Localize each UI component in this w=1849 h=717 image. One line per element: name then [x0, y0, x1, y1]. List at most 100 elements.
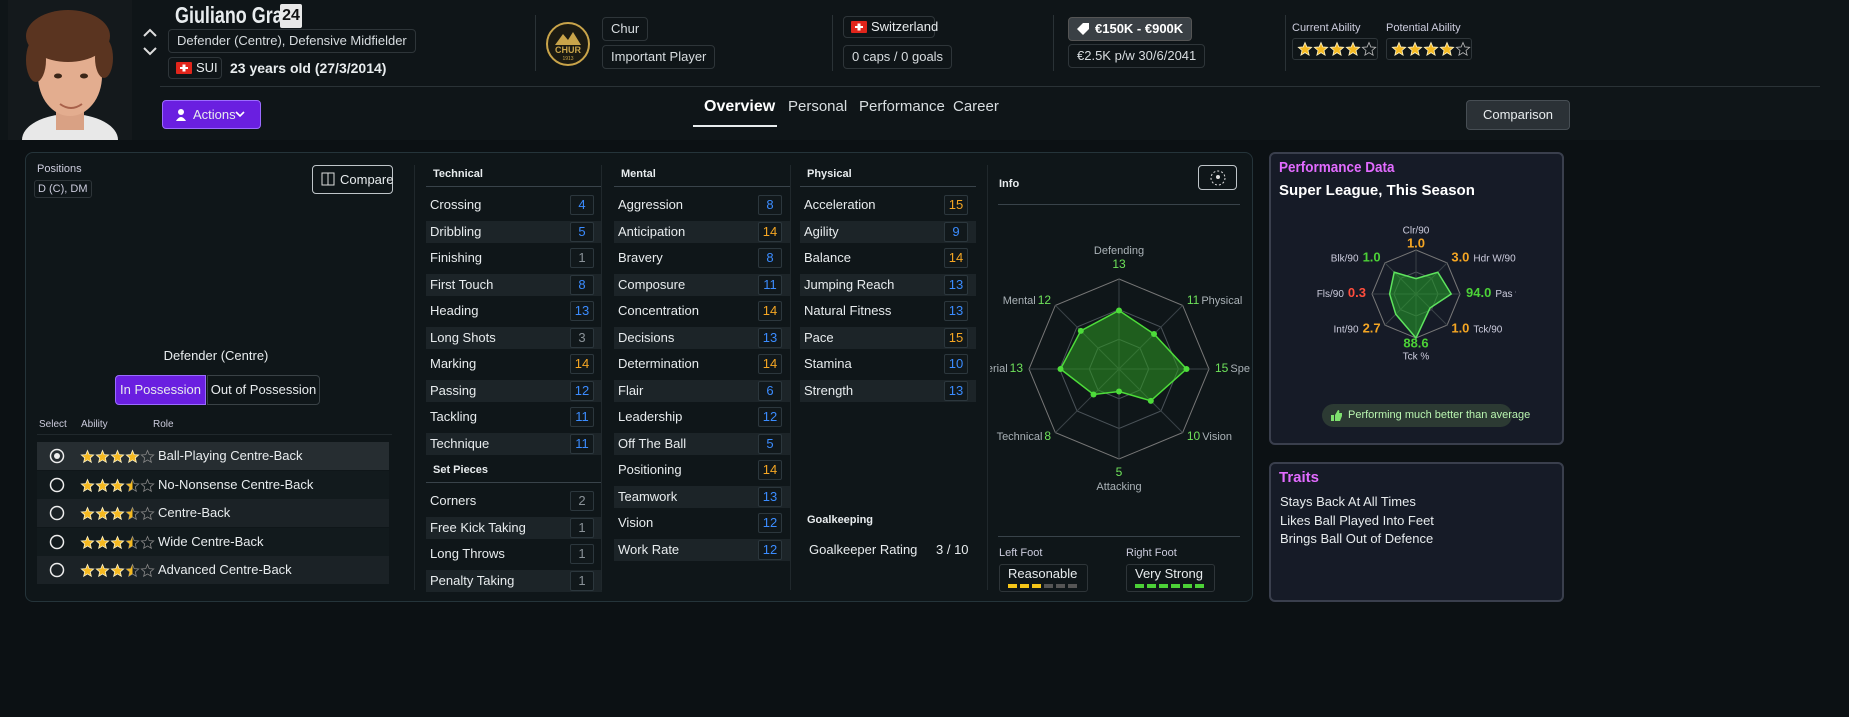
chevron	[235, 111, 245, 118]
scroll-arrows[interactable]	[140, 26, 160, 60]
perf-title: Performance Data	[1279, 159, 1395, 176]
traits-panel	[1269, 462, 1564, 602]
attr-name: Strength	[804, 382, 854, 398]
attr-row	[426, 516, 602, 539]
radio-ring	[49, 505, 65, 521]
attr-value: 12	[758, 513, 782, 533]
role-row[interactable]	[37, 470, 389, 499]
info-radar: 13Defending11Physical15Speed10Vision5Att…	[990, 245, 1250, 493]
foot-bar	[1171, 584, 1180, 588]
tab[interactable]: Career	[953, 98, 999, 115]
country-box	[843, 16, 935, 38]
attr-value: 15	[944, 327, 968, 348]
star	[80, 477, 95, 492]
half-star	[126, 507, 133, 520]
group-rule	[426, 482, 602, 483]
star	[110, 506, 125, 521]
star-rating	[80, 449, 155, 464]
attr-name: Off The Ball	[618, 435, 687, 451]
attr-value: 13	[570, 301, 594, 321]
radar-label: Fls/90	[1317, 289, 1345, 300]
star	[95, 506, 110, 521]
traits-title: Traits	[1279, 469, 1320, 486]
star	[110, 534, 125, 549]
actions-button[interactable]: Actions	[162, 100, 261, 129]
info-button[interactable]	[1198, 165, 1237, 190]
tab[interactable]: Personal	[788, 98, 848, 115]
radio-ring	[49, 534, 65, 549]
star-rating	[80, 506, 155, 521]
radar-value: 94.0	[1466, 285, 1491, 300]
attr-value: 13	[758, 327, 782, 348]
role-row[interactable]	[37, 499, 389, 527]
caps: 0 caps / 0 goals	[843, 45, 953, 69]
radar-value: 1.0	[1407, 235, 1425, 250]
ca-box	[1292, 38, 1378, 60]
radio	[49, 448, 65, 464]
foot-bars	[1008, 584, 1077, 588]
foot-bar	[1056, 584, 1065, 588]
col-sep	[601, 165, 602, 590]
role-row[interactable]	[37, 556, 389, 584]
divider	[832, 15, 833, 71]
attr-name: Flair	[618, 382, 644, 398]
attr-row	[426, 273, 602, 296]
toggle-out[interactable]: Out of Possession	[207, 375, 320, 405]
star-rating	[80, 477, 155, 492]
toggle-in[interactable]: In Possession	[115, 375, 206, 405]
radar-point	[1147, 397, 1154, 404]
nationality: SUI	[196, 60, 218, 75]
radar-point	[1151, 330, 1158, 337]
foot-bar	[1147, 584, 1156, 588]
foot-bar	[1068, 584, 1077, 588]
role-row[interactable]	[37, 527, 389, 556]
info-title: Info	[999, 178, 1020, 190]
half-star	[126, 479, 133, 491]
attr-value: 1	[570, 544, 594, 564]
player-photo	[8, 0, 132, 140]
radio	[49, 534, 65, 549]
attr-name: Agility	[804, 223, 839, 239]
perf-subtitle: Super League, This Season	[1279, 182, 1475, 199]
tab[interactable]: Overview	[704, 98, 776, 115]
radar-label: Defending	[1094, 245, 1144, 257]
radar-text: Technical 8	[997, 429, 1052, 443]
attr-name: Composure	[618, 276, 686, 292]
attr-name: Marking	[430, 356, 477, 371]
foot-rating: Reasonable	[1008, 566, 1078, 581]
gk-value: 3 / 10	[936, 542, 969, 557]
attr-name: Aggression	[618, 197, 684, 212]
attr-value: 14	[758, 354, 782, 374]
attr-value: 5	[570, 221, 594, 242]
radar-label: Technical	[997, 431, 1043, 443]
squad-number: 24	[280, 4, 302, 28]
attr-name: Leadership	[618, 409, 683, 424]
radar-point	[1116, 388, 1122, 395]
radar-text: Blk/90 1.0	[1331, 250, 1381, 265]
attr-name: Passing	[430, 382, 477, 398]
radar-label: Tck %	[1403, 352, 1430, 363]
radio	[49, 562, 65, 578]
group-rule	[426, 186, 602, 187]
attr-name: Penalty Taking	[430, 572, 515, 588]
radar-label: Physical	[1201, 295, 1242, 307]
group-title: Physical	[807, 168, 852, 180]
attr-value: 13	[944, 301, 968, 321]
tab[interactable]: Performance	[859, 98, 945, 115]
radar-text: 1.0 Tck/90	[1451, 321, 1502, 336]
foot-bar	[1044, 584, 1053, 588]
group-title: Technical	[433, 168, 483, 180]
attr-row	[426, 220, 602, 243]
attr-row	[426, 432, 602, 455]
radar-text: 15Speed	[1215, 361, 1250, 375]
comparison-button[interactable]: Comparison	[1466, 100, 1570, 130]
role-name: No-Nonsense Centre-Back	[158, 476, 314, 492]
role-row[interactable]	[37, 442, 389, 470]
positions: Defender (Centre), Defensive Midfielder	[168, 29, 416, 53]
compare-button[interactable]: Compare	[312, 165, 393, 194]
attr-row	[614, 220, 790, 243]
foot-box	[1126, 564, 1215, 592]
col-sep	[790, 165, 791, 590]
radar-value: 10	[1187, 429, 1201, 443]
